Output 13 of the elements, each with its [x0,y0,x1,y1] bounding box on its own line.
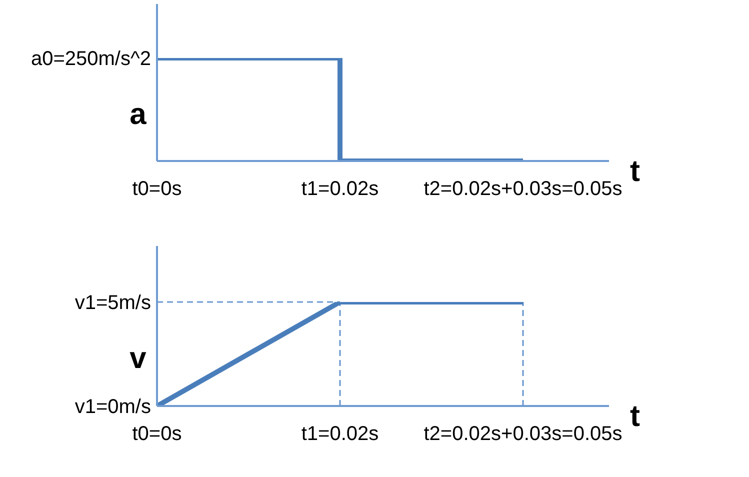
x-tick-label: t1=0.02s [301,178,379,200]
y-axis-title: a [130,98,147,131]
x-axis-title: t [630,155,640,188]
x-tick-label: t2=0.02s+0.03s=0.05s [424,423,622,446]
y-axis-title: v [130,342,147,375]
annotation: v1=0m/s [74,396,151,418]
x-tick-label: t0=0s [132,178,182,200]
x-tick-label: t1=0.02s [301,423,379,446]
x-tick-label: t0=0s [132,423,182,446]
x-tick-label: t2=0.02s+0.03s=0.05s [424,178,622,200]
ref-line-label: v1=5m/s [74,292,151,314]
annotation: a0=250m/s^2 [30,48,151,70]
x-axis-title: t [630,400,640,433]
